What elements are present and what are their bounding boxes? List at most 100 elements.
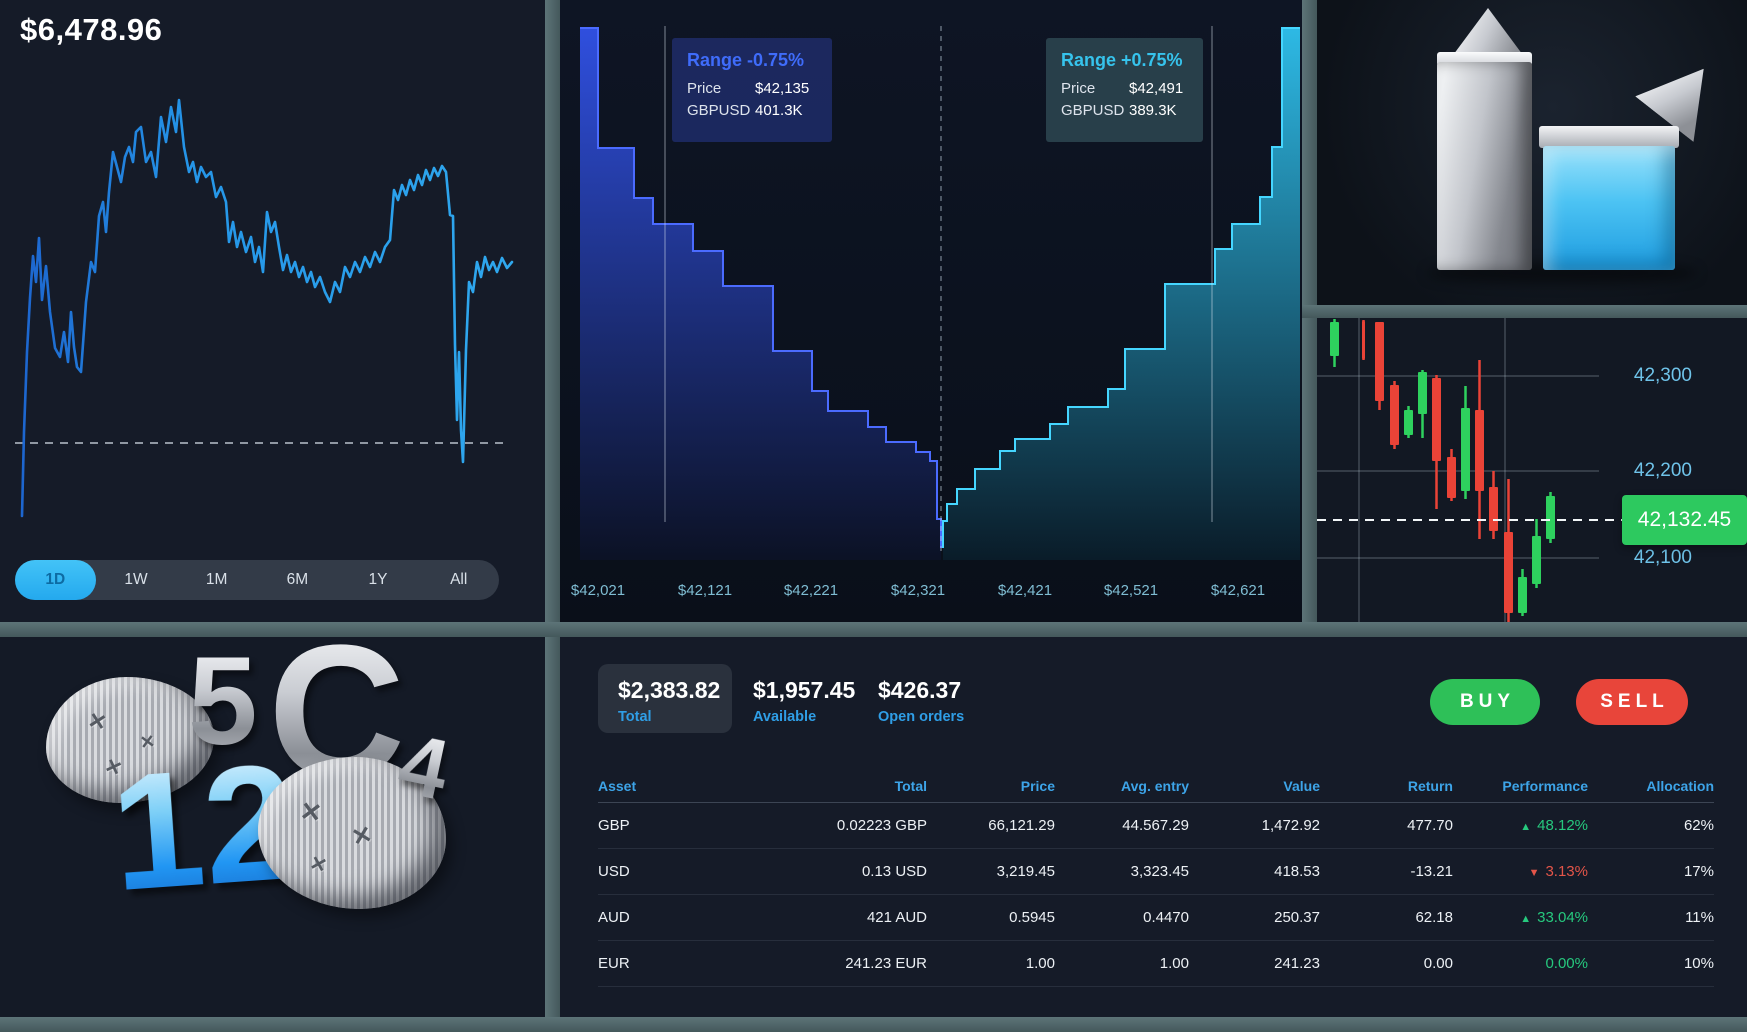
numeral-5: 5 bbox=[188, 637, 258, 771]
cell-performance: ▲ 48.12% bbox=[1520, 817, 1588, 834]
position-row-usd[interactable]: USD 0.13 USD 3,219.45 3,323.45 418.53 -13.21 ▼… bbox=[598, 849, 1714, 895]
candle-body-up bbox=[1518, 577, 1527, 613]
range-button-all[interactable]: All bbox=[418, 560, 499, 600]
depth-chart[interactable] bbox=[560, 0, 1302, 622]
column-header-value: Value bbox=[1283, 778, 1320, 794]
table-header-row: Asset Total Price Avg. entry Value Return Perf… bbox=[598, 770, 1714, 803]
cell-performance: 0.00% bbox=[1545, 955, 1588, 972]
cell-price: 66,121.29 bbox=[988, 817, 1055, 834]
price-axis-tick: 42,300 bbox=[1633, 365, 1692, 386]
candle-body-up bbox=[1461, 408, 1470, 491]
depth-tooltip-bid: Range -0.75% Price $42,135 GBPUSD 401.3K bbox=[672, 38, 832, 142]
cell-value: 418.53 bbox=[1274, 863, 1320, 880]
available-label: Available bbox=[753, 709, 817, 725]
candle-body-down bbox=[1475, 410, 1484, 491]
cell-total: 0.13 USD bbox=[861, 863, 927, 880]
depth-x-tick: $42,321 bbox=[890, 582, 946, 599]
candle-body-down bbox=[1390, 385, 1399, 445]
cyan-box bbox=[1543, 146, 1675, 270]
depth-x-tick: $42,221 bbox=[783, 582, 839, 599]
trend-up-icon: ▲ bbox=[1520, 821, 1532, 833]
time-range-selector: 1D 1W 1M 6M 1Y All bbox=[15, 560, 499, 600]
range-button-1y[interactable]: 1Y bbox=[338, 560, 419, 600]
bid-depth-outline bbox=[580, 27, 942, 548]
candle-body-down bbox=[1362, 321, 1365, 359]
cell-value: 241.23 bbox=[1274, 955, 1320, 972]
stat-available[interactable]: $1,957.45 Available bbox=[753, 677, 855, 725]
cell-price: 0.5945 bbox=[1009, 909, 1055, 926]
cell-total: 241.23 EUR bbox=[845, 955, 927, 972]
astronaut-blob-icon bbox=[258, 757, 446, 909]
cell-total: 0.02223 GBP bbox=[836, 817, 927, 834]
price-axis-tick: 42,100 bbox=[1633, 547, 1692, 568]
silver-box bbox=[1437, 62, 1532, 270]
cell-avg_entry: 44.567.29 bbox=[1122, 817, 1189, 834]
ask-price-label: Price bbox=[1061, 80, 1096, 97]
ask-range-label: Range +0.75% bbox=[1061, 50, 1183, 70]
vertical-divider-left bbox=[545, 0, 560, 1032]
candle-body-down bbox=[1375, 322, 1384, 401]
cyan-box-lid bbox=[1539, 126, 1679, 148]
brain-blob-icon bbox=[46, 677, 214, 803]
position-row-gbp[interactable]: GBP 0.02223 GBP 66,121.29 44.567.29 1,472.92… bbox=[598, 803, 1714, 849]
range-button-1m[interactable]: 1M bbox=[176, 560, 257, 600]
cell-asset: AUD bbox=[598, 909, 630, 926]
cell-performance: ▼ 3.13% bbox=[1528, 863, 1588, 880]
positions-table: Asset Total Price Avg. entry Value Return Perf… bbox=[598, 770, 1714, 987]
portfolio-panel: $6,478.96 1D 1W 1M 6M 1Y All bbox=[0, 0, 545, 622]
candle-body-up bbox=[1546, 496, 1555, 539]
total-label: Total bbox=[618, 709, 652, 725]
depth-x-tick: $42,021 bbox=[570, 582, 626, 599]
horizontal-divider-main bbox=[0, 622, 1747, 637]
cell-asset: GBP bbox=[598, 817, 630, 834]
range-button-1w[interactable]: 1W bbox=[96, 560, 177, 600]
candle-body-down bbox=[1447, 457, 1456, 498]
bid-pair-label: GBPUSD bbox=[687, 102, 751, 119]
column-header-price: Price bbox=[1020, 778, 1055, 794]
position-row-eur[interactable]: EUR 241.23 EUR 1.00 1.00 241.23 0.00 0.00% 10% bbox=[598, 941, 1714, 987]
candlestick-chart[interactable] bbox=[1317, 318, 1747, 622]
depth-x-tick: $42,121 bbox=[677, 582, 733, 599]
cell-asset: EUR bbox=[598, 955, 630, 972]
cell-asset: USD bbox=[598, 863, 630, 880]
portfolio-balance: $6,478.96 bbox=[20, 12, 163, 47]
trend-down-icon: ▼ bbox=[1528, 867, 1540, 879]
depth-chart-panel: Range -0.75% Price $42,135 GBPUSD 401.3K R… bbox=[560, 0, 1302, 622]
position-row-aud[interactable]: AUD 421 AUD 0.5945 0.4470 250.37 62.18 ▲ 33.04%… bbox=[598, 895, 1714, 941]
candle-body-up bbox=[1418, 372, 1427, 414]
range-button-1d[interactable]: 1D bbox=[15, 560, 96, 600]
bid-price-label: Price bbox=[687, 80, 722, 97]
cell-avg_entry: 1.00 bbox=[1159, 955, 1189, 972]
column-header-performance: Performance bbox=[1502, 778, 1588, 794]
depth-x-tick: $42,521 bbox=[1103, 582, 1159, 599]
ask-volume-value: 389.3K bbox=[1129, 102, 1177, 119]
bid-price-value: $42,135 bbox=[755, 80, 810, 97]
bid-depth-area bbox=[580, 28, 941, 560]
column-header-asset: Asset bbox=[598, 778, 637, 794]
depth-tooltip-ask: Range +0.75% Price $42,491 GBPUSD 389.3K bbox=[1046, 38, 1203, 142]
column-header-total: Total bbox=[894, 778, 927, 794]
horizontal-divider-right-column bbox=[1302, 305, 1747, 318]
available-value: $1,957.45 bbox=[753, 677, 856, 703]
portfolio-line-path bbox=[20, 98, 514, 518]
cell-price: 3,219.45 bbox=[996, 863, 1055, 880]
buy-button[interactable]: BUY bbox=[1430, 679, 1540, 725]
sell-button[interactable]: SELL bbox=[1576, 679, 1688, 725]
candle-body-up bbox=[1330, 322, 1339, 356]
cell-avg_entry: 0.4470 bbox=[1143, 909, 1189, 926]
cell-performance: ▲ 33.04% bbox=[1520, 909, 1588, 926]
ask-pair-label: GBPUSD bbox=[1061, 102, 1125, 119]
portfolio-line-chart[interactable] bbox=[0, 0, 545, 556]
cell-return: 477.70 bbox=[1407, 817, 1453, 834]
cell-return: -13.21 bbox=[1410, 863, 1453, 880]
current-price-badge: 42,132.45 bbox=[1622, 495, 1747, 545]
range-button-6m[interactable]: 6M bbox=[257, 560, 338, 600]
stat-open-orders[interactable]: $426.37 Open orders bbox=[878, 677, 964, 725]
candlestick-panel: 42,300 42,200 42,100 42,132.45 bbox=[1317, 318, 1747, 622]
decorative-3d-boxes-panel bbox=[1317, 0, 1747, 305]
candle-body-up bbox=[1404, 410, 1413, 435]
stat-total[interactable]: $2,383.82 Total bbox=[598, 664, 732, 733]
candle-body-down bbox=[1432, 378, 1441, 461]
candle-body-up bbox=[1532, 536, 1541, 584]
